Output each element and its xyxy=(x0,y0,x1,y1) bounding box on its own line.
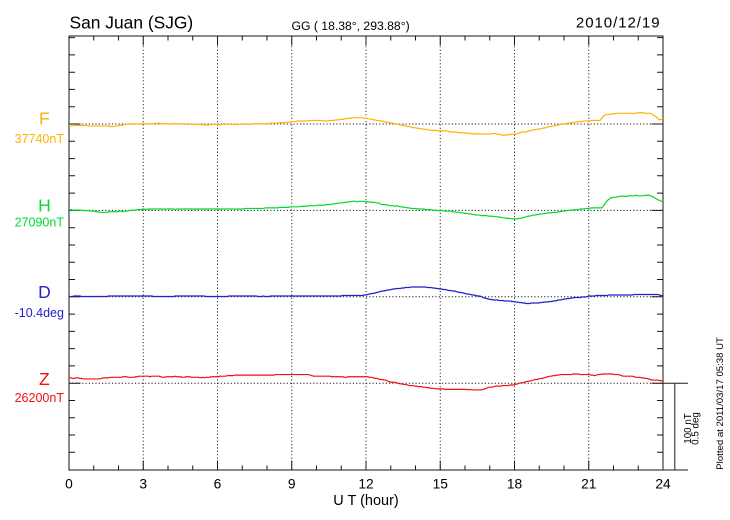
svg-text:0.5 deg: 0.5 deg xyxy=(691,412,702,445)
svg-text:Z: Z xyxy=(39,369,50,389)
svg-text:100 nT: 100 nT xyxy=(683,413,694,444)
svg-text:27090nT: 27090nT xyxy=(15,215,65,229)
svg-text:San Juan (SJG): San Juan (SJG) xyxy=(70,13,194,33)
svg-text:24: 24 xyxy=(655,476,671,491)
svg-text:18: 18 xyxy=(507,476,523,491)
svg-text:H: H xyxy=(38,195,51,215)
svg-text:U T (hour): U T (hour) xyxy=(333,493,399,509)
svg-text:6: 6 xyxy=(214,476,222,491)
svg-text:F: F xyxy=(39,108,50,128)
svg-text:21: 21 xyxy=(581,476,596,491)
svg-text:GG ( 18.38°, 293.88°): GG ( 18.38°, 293.88°) xyxy=(292,19,410,33)
svg-text:0: 0 xyxy=(65,476,73,491)
svg-text:12: 12 xyxy=(358,476,373,491)
svg-text:2010/12/19: 2010/12/19 xyxy=(576,15,661,32)
svg-text:9: 9 xyxy=(288,476,296,491)
svg-text:26200nT: 26200nT xyxy=(15,391,65,405)
svg-text:-10.4deg: -10.4deg xyxy=(15,306,64,320)
svg-text:37740nT: 37740nT xyxy=(15,132,65,146)
svg-text:Plotted at 2011/03/17 05:38 UT: Plotted at 2011/03/17 05:38 UT xyxy=(715,337,726,470)
svg-text:15: 15 xyxy=(433,476,449,491)
svg-text:D: D xyxy=(38,282,51,302)
svg-text:3: 3 xyxy=(139,476,147,491)
